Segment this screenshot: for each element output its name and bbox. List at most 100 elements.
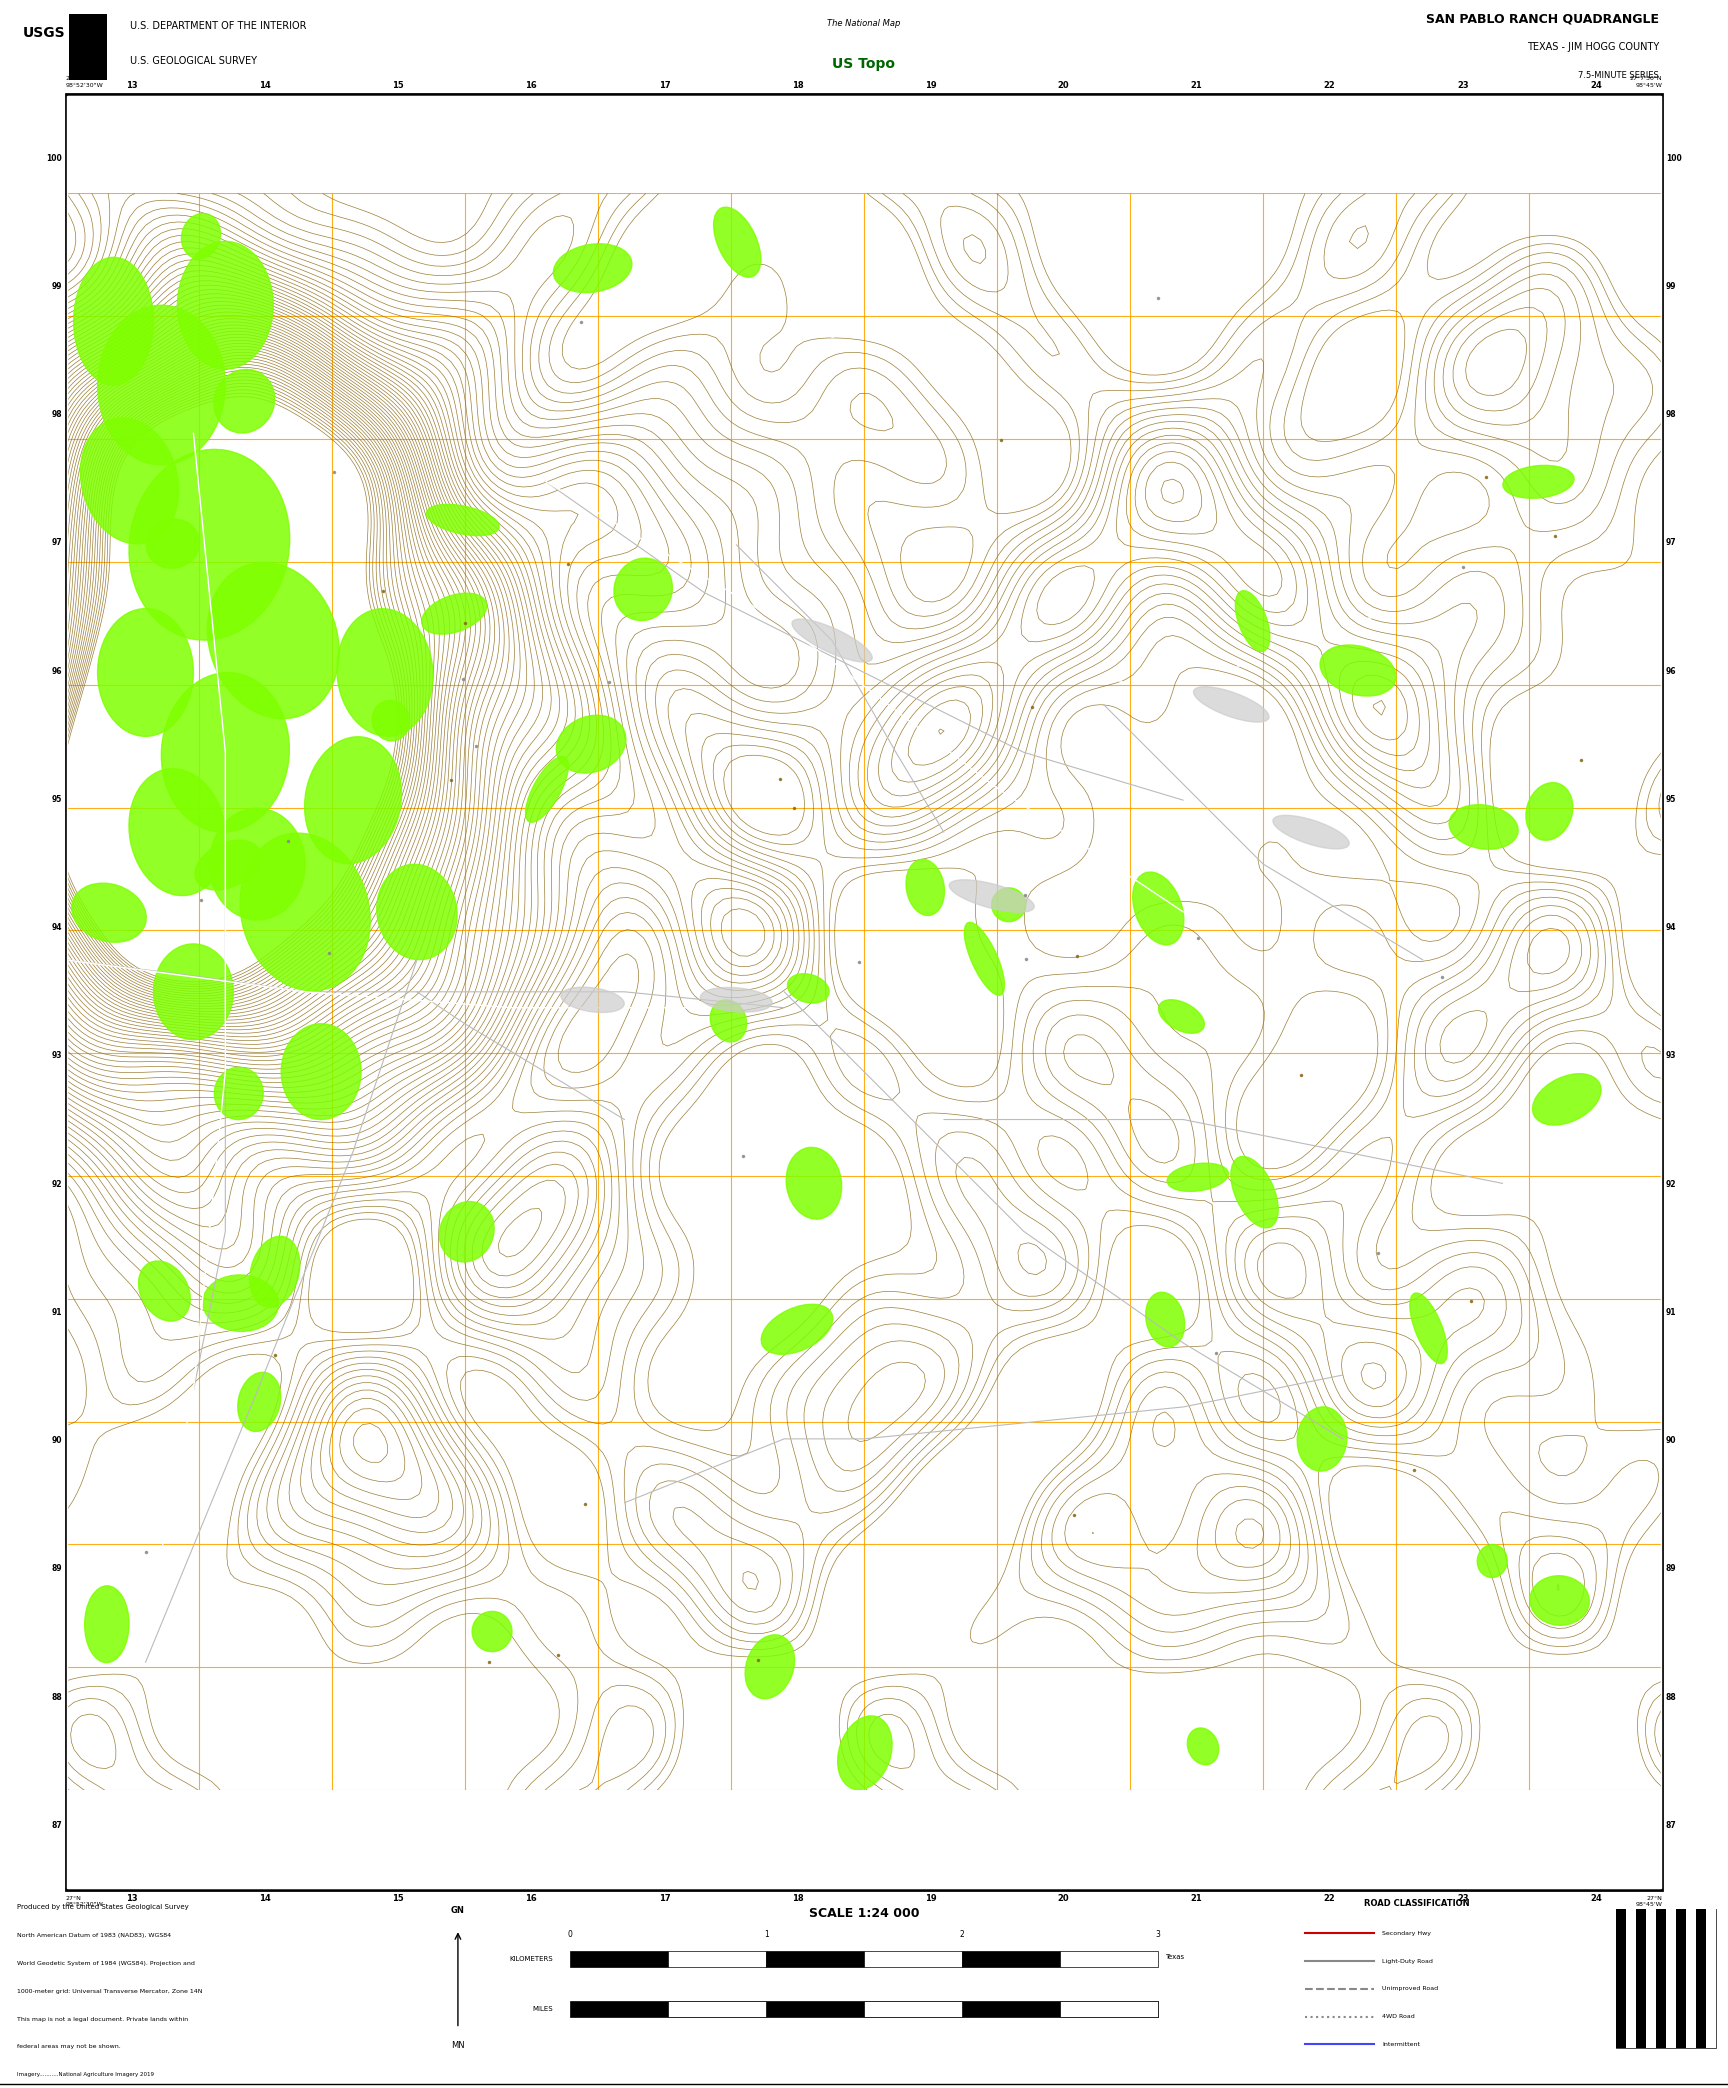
Text: Texas: Texas bbox=[1165, 1954, 1185, 1961]
Text: 22: 22 bbox=[1324, 81, 1336, 90]
Text: Unimproved Road: Unimproved Road bbox=[1382, 1986, 1438, 1992]
Ellipse shape bbox=[161, 672, 289, 831]
Ellipse shape bbox=[525, 756, 569, 823]
Ellipse shape bbox=[1410, 1292, 1448, 1363]
Ellipse shape bbox=[710, 1000, 746, 1042]
Ellipse shape bbox=[992, 887, 1026, 921]
Text: 21: 21 bbox=[1191, 81, 1203, 90]
Text: 1000-meter grid: Universal Transverse Mercator, Zone 14N: 1000-meter grid: Universal Transverse Me… bbox=[17, 1988, 202, 1994]
Text: Intermittent: Intermittent bbox=[1382, 2042, 1420, 2046]
Text: 87: 87 bbox=[52, 1821, 62, 1829]
Text: 95: 95 bbox=[1666, 796, 1676, 804]
Text: This map is not a legal document. Private lands within: This map is not a legal document. Privat… bbox=[17, 2017, 188, 2021]
Text: 17: 17 bbox=[658, 81, 670, 90]
Text: MILES: MILES bbox=[532, 2007, 553, 2011]
Text: SCALE 1:24 000: SCALE 1:24 000 bbox=[809, 1906, 919, 1921]
Ellipse shape bbox=[71, 883, 147, 942]
Text: 19: 19 bbox=[924, 1894, 937, 1902]
Bar bbox=[864, 2000, 962, 2017]
Ellipse shape bbox=[81, 418, 178, 543]
Text: 27°N
98°52'30"W: 27°N 98°52'30"W bbox=[66, 1896, 104, 1906]
Ellipse shape bbox=[1274, 814, 1350, 850]
Ellipse shape bbox=[556, 716, 626, 773]
Bar bbox=[1676, 1908, 1687, 2048]
Text: 92: 92 bbox=[1666, 1180, 1676, 1188]
Ellipse shape bbox=[905, 860, 945, 915]
Ellipse shape bbox=[74, 257, 154, 384]
Ellipse shape bbox=[1132, 873, 1184, 946]
Text: 91: 91 bbox=[1666, 1307, 1676, 1318]
Text: 18: 18 bbox=[791, 81, 804, 90]
Ellipse shape bbox=[195, 839, 261, 889]
Text: 89: 89 bbox=[1666, 1564, 1676, 1574]
Text: North American Datum of 1983 (NAD83), WGS84: North American Datum of 1983 (NAD83), WG… bbox=[17, 1933, 171, 1938]
Text: 99: 99 bbox=[1666, 282, 1676, 290]
Text: 3: 3 bbox=[1156, 1929, 1159, 1940]
Bar bbox=[669, 1950, 766, 1967]
Text: MN: MN bbox=[451, 2042, 465, 2050]
Ellipse shape bbox=[1529, 1576, 1590, 1624]
Text: 100: 100 bbox=[1666, 155, 1681, 163]
Ellipse shape bbox=[240, 833, 370, 992]
Ellipse shape bbox=[209, 808, 306, 921]
Ellipse shape bbox=[138, 1261, 190, 1322]
Text: 14: 14 bbox=[259, 81, 271, 90]
Text: Produced by the United States Geological Survey: Produced by the United States Geological… bbox=[17, 1904, 188, 1911]
Ellipse shape bbox=[130, 449, 290, 641]
Bar bbox=[1636, 1908, 1645, 2048]
Ellipse shape bbox=[154, 944, 233, 1040]
Ellipse shape bbox=[613, 557, 672, 620]
Text: 0: 0 bbox=[569, 1929, 572, 1940]
Text: Light-Duty Road: Light-Duty Road bbox=[1382, 1959, 1433, 1963]
Bar bbox=[1666, 1908, 1676, 2048]
Text: 4WD Road: 4WD Road bbox=[1382, 2015, 1415, 2019]
Ellipse shape bbox=[337, 610, 434, 737]
Ellipse shape bbox=[1533, 1073, 1602, 1125]
Text: 95: 95 bbox=[52, 796, 62, 804]
Text: 94: 94 bbox=[52, 923, 62, 931]
Text: federal areas may not be shown.: federal areas may not be shown. bbox=[17, 2044, 121, 2048]
Text: The National Map: The National Map bbox=[828, 19, 900, 27]
Ellipse shape bbox=[1236, 591, 1270, 651]
Bar bbox=[669, 2000, 766, 2017]
Ellipse shape bbox=[1298, 1407, 1346, 1472]
Ellipse shape bbox=[178, 242, 273, 370]
Text: 90: 90 bbox=[1666, 1437, 1676, 1445]
Text: ROAD CLASSIFICATION: ROAD CLASSIFICATION bbox=[1363, 1898, 1471, 1908]
Ellipse shape bbox=[97, 608, 194, 737]
Text: GN: GN bbox=[451, 1906, 465, 1915]
Ellipse shape bbox=[1146, 1292, 1185, 1347]
Ellipse shape bbox=[147, 520, 199, 568]
Text: 97: 97 bbox=[52, 539, 62, 547]
Text: 2: 2 bbox=[959, 1929, 964, 1940]
Ellipse shape bbox=[1320, 645, 1396, 695]
Bar bbox=[1626, 1908, 1636, 2048]
Text: 91: 91 bbox=[52, 1307, 62, 1318]
Ellipse shape bbox=[377, 864, 458, 960]
Ellipse shape bbox=[304, 737, 401, 864]
Text: U.S. GEOLOGICAL SURVEY: U.S. GEOLOGICAL SURVEY bbox=[130, 56, 256, 67]
Text: 94: 94 bbox=[1666, 923, 1676, 931]
Bar bbox=[864, 1950, 962, 1967]
Text: 15: 15 bbox=[392, 1894, 404, 1902]
Bar bbox=[570, 2000, 1158, 2017]
Text: SAN PABLO RANCH QUADRANGLE: SAN PABLO RANCH QUADRANGLE bbox=[1426, 13, 1659, 25]
Ellipse shape bbox=[786, 1146, 842, 1219]
Text: 96: 96 bbox=[52, 666, 62, 677]
Ellipse shape bbox=[439, 1201, 494, 1261]
Text: 14: 14 bbox=[259, 1894, 271, 1902]
Text: 15: 15 bbox=[392, 81, 404, 90]
Ellipse shape bbox=[964, 923, 1004, 996]
Text: 24: 24 bbox=[1590, 81, 1602, 90]
Text: TEXAS - JIM HOGG COUNTY: TEXAS - JIM HOGG COUNTY bbox=[1526, 42, 1659, 52]
Text: 21: 21 bbox=[1191, 1894, 1203, 1902]
Text: 18: 18 bbox=[791, 1894, 804, 1902]
Text: 16: 16 bbox=[525, 1894, 537, 1902]
Ellipse shape bbox=[238, 1372, 280, 1432]
Text: Secondary Hwy: Secondary Hwy bbox=[1382, 1931, 1431, 1936]
Ellipse shape bbox=[714, 207, 760, 278]
Text: USGS: USGS bbox=[22, 25, 66, 40]
Bar bbox=[1616, 1908, 1716, 2048]
Text: 93: 93 bbox=[1666, 1052, 1676, 1061]
Ellipse shape bbox=[1194, 687, 1268, 722]
